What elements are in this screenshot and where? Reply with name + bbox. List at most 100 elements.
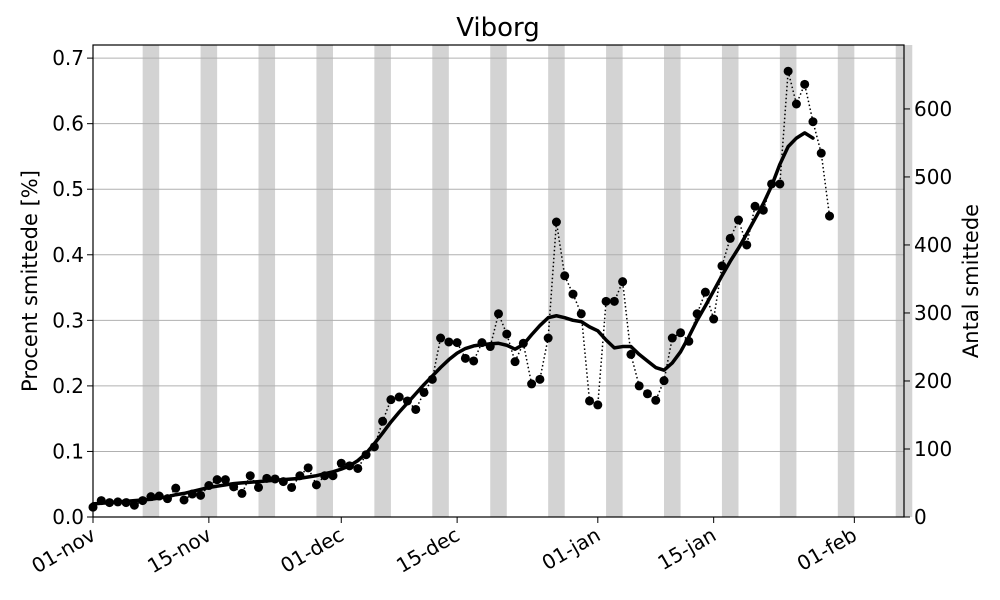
trend-series-line <box>91 131 815 506</box>
plot-frame <box>92 44 905 518</box>
weekend-band <box>432 45 449 517</box>
weekend-band <box>664 45 681 517</box>
daily-data-point <box>460 353 470 363</box>
y-tick-label-right: 500 <box>914 165 952 189</box>
daily-data-point <box>825 211 835 221</box>
daily-data-point <box>750 201 760 211</box>
daily-data-point <box>452 338 462 348</box>
daily-data-point <box>353 463 363 473</box>
x-tick-label: 15-nov <box>143 522 215 578</box>
y-tick-label-left: 0.1 <box>52 439 84 463</box>
daily-data-point <box>717 261 727 271</box>
daily-data-point <box>510 357 520 367</box>
daily-data-point <box>419 387 429 397</box>
y-tick-label-left: 0.7 <box>52 46 84 70</box>
daily-data-point <box>212 475 222 485</box>
y-tick-label-right: 0 <box>914 505 927 529</box>
daily-data-point <box>791 99 801 109</box>
daily-data-point <box>436 333 446 343</box>
daily-data-point <box>775 179 785 189</box>
weekend-band <box>258 45 276 517</box>
daily-data-point <box>560 271 570 281</box>
series-layer <box>88 66 835 512</box>
daily-data-point <box>411 404 421 414</box>
y-tick-label-right: 100 <box>914 437 952 461</box>
daily-data-point <box>494 309 503 319</box>
daily-data-point <box>659 376 669 386</box>
daily-data-point <box>196 490 206 500</box>
daily-data-point <box>783 66 793 76</box>
daily-data-point <box>742 240 752 250</box>
y-tick-label-left: 0.3 <box>52 308 84 332</box>
daily-data-point <box>709 314 719 324</box>
daily-data-point <box>469 356 479 366</box>
daily-data-point <box>287 483 297 492</box>
weekend-band <box>721 45 739 517</box>
weekend-band <box>606 45 623 517</box>
weekend-band <box>200 45 218 517</box>
x-tick-label: 01-dec <box>276 523 347 578</box>
y-tick-label-left: 0.4 <box>52 243 84 267</box>
daily-data-point <box>585 396 595 406</box>
weekend-band <box>316 45 333 517</box>
y-axis-title-right: Antal smittede <box>959 204 983 358</box>
daily-data-point <box>700 287 710 297</box>
daily-data-point <box>220 475 230 485</box>
daily-data-point <box>527 379 537 389</box>
daily-data-point <box>725 233 735 243</box>
daily-data-point <box>676 328 686 338</box>
daily-data-point <box>733 215 743 225</box>
daily-data-point <box>386 395 396 405</box>
daily-data-point <box>311 480 321 490</box>
y-tick-label-left: 0.0 <box>52 505 84 529</box>
weekend-band <box>837 45 855 517</box>
y-tick-label-right: 300 <box>914 301 952 325</box>
daily-data-point <box>626 349 636 359</box>
y-tick-label-left: 0.5 <box>52 177 84 201</box>
daily-data-point <box>502 329 512 339</box>
daily-data-point <box>601 296 611 306</box>
weekend-band <box>779 45 797 517</box>
daily-data-point <box>378 416 388 426</box>
daily-data-point <box>444 337 454 347</box>
daily-data-point <box>237 488 247 498</box>
daily-data-point <box>609 296 619 306</box>
weekend-band <box>490 45 507 517</box>
weekend-band <box>142 45 160 517</box>
daily-data-point <box>535 374 545 384</box>
daily-data-point <box>394 392 404 402</box>
daily-data-point <box>179 495 189 505</box>
daily-data-point <box>171 483 181 493</box>
daily-data-point <box>336 458 346 468</box>
x-tick-label: 15-jan <box>653 523 720 575</box>
daily-data-point <box>618 277 628 287</box>
daily-data-point <box>551 217 561 227</box>
x-tick-label: 01-feb <box>793 523 861 576</box>
y-axis-right: 0 100 200 300 400 500 600 <box>904 97 952 529</box>
y-axis-title-left: Procent smittede [%] <box>18 170 42 392</box>
daily-data-point <box>634 381 644 391</box>
daily-data-point <box>651 395 661 405</box>
chart-title: Viborg <box>456 13 540 43</box>
x-tick-label: 01-jan <box>538 523 605 575</box>
y-tick-label-right: 600 <box>914 97 952 121</box>
x-axis: 01-nov 15-nov 01-dec 15-dec 01-jan 15-jan 01-f… <box>27 517 861 578</box>
daily-data-point <box>303 463 313 473</box>
daily-data-point <box>245 471 255 481</box>
daily-data-point <box>642 389 652 399</box>
daily-data-point <box>808 117 818 127</box>
daily-data-point <box>816 148 826 158</box>
daily-data-point <box>576 309 586 319</box>
y-tick-label-right: 200 <box>914 369 952 393</box>
y-tick-label-left: 0.2 <box>52 374 84 398</box>
daily-data-point <box>543 333 553 343</box>
daily-data-point <box>593 400 603 410</box>
y-tick-label-left: 0.6 <box>52 112 84 136</box>
daily-data-point <box>568 289 578 299</box>
weekend-band <box>548 45 565 517</box>
daily-data-point <box>129 500 139 510</box>
daily-data-point <box>254 483 264 492</box>
x-tick-label: 01-nov <box>27 522 99 578</box>
x-tick-label: 15-dec <box>392 523 463 578</box>
